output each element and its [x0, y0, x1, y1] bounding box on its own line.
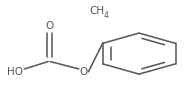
Text: O: O — [80, 67, 88, 77]
Text: CH: CH — [89, 6, 105, 16]
Text: HO: HO — [7, 67, 23, 77]
Text: O: O — [45, 21, 53, 31]
Text: 4: 4 — [104, 11, 109, 20]
